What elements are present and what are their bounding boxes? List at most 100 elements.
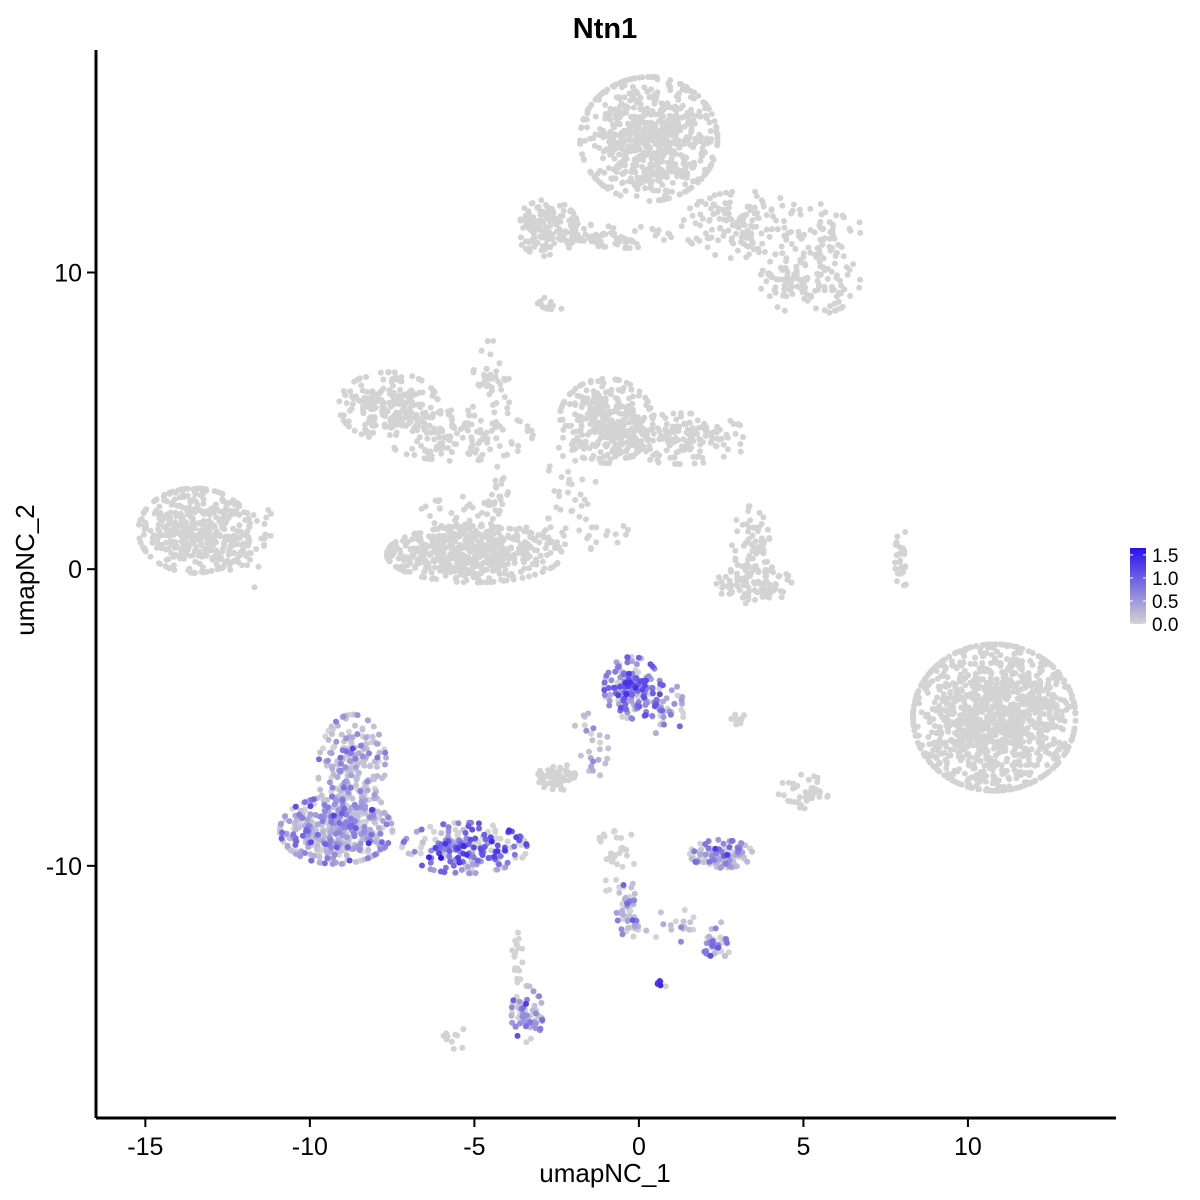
cell-point bbox=[644, 105, 651, 112]
cell-point bbox=[660, 113, 667, 120]
cell-point bbox=[547, 565, 554, 572]
cell-point bbox=[466, 517, 473, 524]
cell-point bbox=[623, 379, 630, 386]
cell-point bbox=[995, 742, 1002, 749]
cell-point bbox=[622, 131, 629, 138]
cell-point bbox=[639, 164, 646, 170]
cell-point bbox=[781, 291, 787, 298]
cell-point bbox=[667, 429, 674, 436]
cell-point bbox=[478, 347, 485, 354]
cell-point bbox=[459, 434, 466, 441]
cell-point bbox=[614, 241, 621, 248]
cell-point bbox=[494, 463, 501, 470]
cell-point bbox=[790, 275, 797, 282]
cell-point bbox=[212, 502, 219, 509]
cell-point bbox=[814, 278, 821, 284]
cell-point bbox=[565, 468, 572, 475]
cell-point bbox=[254, 517, 260, 524]
cell-point bbox=[1008, 704, 1014, 711]
cell-point bbox=[488, 427, 495, 434]
cell-point bbox=[488, 491, 495, 498]
cell-point bbox=[537, 233, 544, 240]
cell-point bbox=[437, 567, 443, 574]
cell-point bbox=[655, 175, 662, 181]
cell-point bbox=[216, 516, 223, 523]
cell-point bbox=[633, 143, 640, 150]
cell-point bbox=[769, 213, 776, 220]
cell-point bbox=[593, 539, 600, 546]
cell-point bbox=[938, 658, 945, 665]
cell-point bbox=[749, 217, 756, 224]
cell-point bbox=[218, 556, 225, 563]
cell-point bbox=[728, 216, 735, 223]
cell-point bbox=[493, 400, 500, 406]
cell-point bbox=[727, 191, 734, 198]
cell-point bbox=[221, 507, 228, 514]
cell-point bbox=[418, 401, 425, 408]
cell-point bbox=[1032, 709, 1039, 716]
cell-point bbox=[576, 527, 583, 534]
cell-point bbox=[949, 711, 956, 718]
cell-point bbox=[784, 269, 791, 276]
cell-point bbox=[687, 205, 693, 212]
cell-point bbox=[631, 228, 638, 234]
cell-point bbox=[971, 765, 978, 772]
cell-point bbox=[364, 403, 371, 410]
cell-point bbox=[487, 446, 494, 453]
cell-point bbox=[566, 391, 573, 398]
cell-point bbox=[698, 424, 704, 431]
cell-point bbox=[846, 267, 853, 273]
cell-point bbox=[448, 549, 455, 556]
cell-point bbox=[244, 562, 251, 569]
cell-point bbox=[457, 571, 464, 578]
cell-point bbox=[664, 118, 671, 124]
cell-point bbox=[707, 138, 714, 145]
cell-point bbox=[826, 235, 833, 242]
cell-point bbox=[733, 517, 740, 523]
cell-point bbox=[979, 733, 986, 740]
cell-point bbox=[222, 536, 229, 543]
cell-point bbox=[567, 222, 574, 229]
cell-point bbox=[475, 539, 482, 546]
cell-point bbox=[398, 378, 405, 385]
cell-point bbox=[557, 236, 564, 243]
cell-point bbox=[601, 453, 608, 460]
cell-point bbox=[803, 276, 810, 283]
cell-point bbox=[729, 542, 735, 549]
cell-point bbox=[557, 407, 564, 414]
cell-point bbox=[445, 411, 452, 418]
cell-point bbox=[721, 229, 728, 236]
cell-point bbox=[1016, 696, 1023, 703]
cell-point bbox=[647, 131, 654, 138]
cell-point bbox=[661, 125, 668, 132]
cell-point bbox=[587, 168, 594, 175]
cell-point bbox=[1038, 704, 1045, 711]
cell-point bbox=[1003, 696, 1010, 703]
cell-point bbox=[975, 702, 982, 709]
cell-point bbox=[531, 547, 538, 553]
cell-point bbox=[671, 167, 678, 174]
cell-point bbox=[648, 155, 655, 162]
cell-point bbox=[745, 528, 752, 535]
cell-point bbox=[931, 699, 938, 706]
cell-point bbox=[1018, 666, 1025, 673]
cell-point bbox=[961, 743, 968, 750]
cell-point bbox=[492, 477, 499, 484]
cell-point bbox=[653, 154, 660, 161]
cell-point bbox=[965, 775, 972, 782]
cell-point bbox=[718, 590, 725, 597]
cell-point bbox=[1021, 782, 1028, 789]
cell-point bbox=[522, 539, 529, 546]
cell-point bbox=[825, 265, 831, 272]
cell-point bbox=[572, 445, 579, 451]
cell-point bbox=[591, 235, 598, 242]
cell-point bbox=[515, 549, 522, 556]
cell-point bbox=[713, 124, 720, 131]
cell-point bbox=[212, 530, 219, 537]
cell-point bbox=[585, 532, 592, 539]
cell-point bbox=[573, 215, 580, 222]
cell-point bbox=[709, 226, 715, 233]
cell-point bbox=[835, 241, 842, 248]
cell-point bbox=[720, 453, 727, 460]
cell-point bbox=[936, 768, 943, 775]
